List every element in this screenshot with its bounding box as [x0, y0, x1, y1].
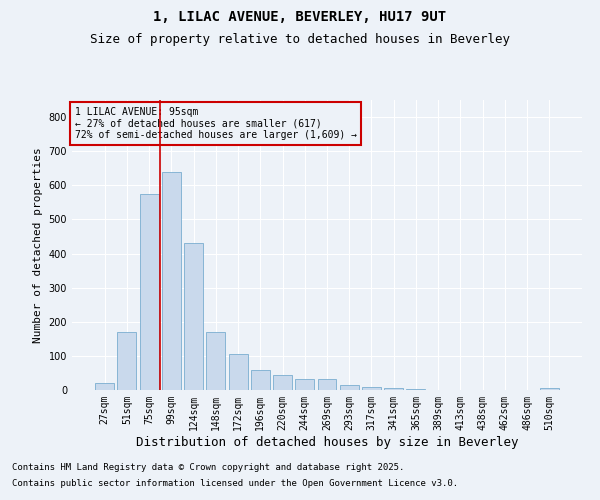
X-axis label: Distribution of detached houses by size in Beverley: Distribution of detached houses by size …	[136, 436, 518, 448]
Text: Contains public sector information licensed under the Open Government Licence v3: Contains public sector information licen…	[12, 478, 458, 488]
Bar	[184, 244, 203, 390]
Bar	[362, 388, 381, 390]
Bar	[118, 332, 136, 390]
Text: 1 LILAC AVENUE: 95sqm
← 27% of detached houses are smaller (617)
72% of semi-det: 1 LILAC AVENUE: 95sqm ← 27% of detached …	[74, 108, 356, 140]
Bar	[206, 332, 225, 390]
Bar	[273, 374, 292, 390]
Bar	[317, 378, 337, 390]
Text: 1, LILAC AVENUE, BEVERLEY, HU17 9UT: 1, LILAC AVENUE, BEVERLEY, HU17 9UT	[154, 10, 446, 24]
Bar	[162, 172, 181, 390]
Bar	[95, 383, 114, 390]
Bar	[229, 354, 248, 390]
Bar	[384, 388, 403, 390]
Bar	[540, 388, 559, 390]
Bar	[140, 194, 158, 390]
Text: Size of property relative to detached houses in Beverley: Size of property relative to detached ho…	[90, 32, 510, 46]
Bar	[251, 370, 270, 390]
Bar	[295, 378, 314, 390]
Y-axis label: Number of detached properties: Number of detached properties	[33, 147, 43, 343]
Text: Contains HM Land Registry data © Crown copyright and database right 2025.: Contains HM Land Registry data © Crown c…	[12, 464, 404, 472]
Bar	[340, 385, 359, 390]
